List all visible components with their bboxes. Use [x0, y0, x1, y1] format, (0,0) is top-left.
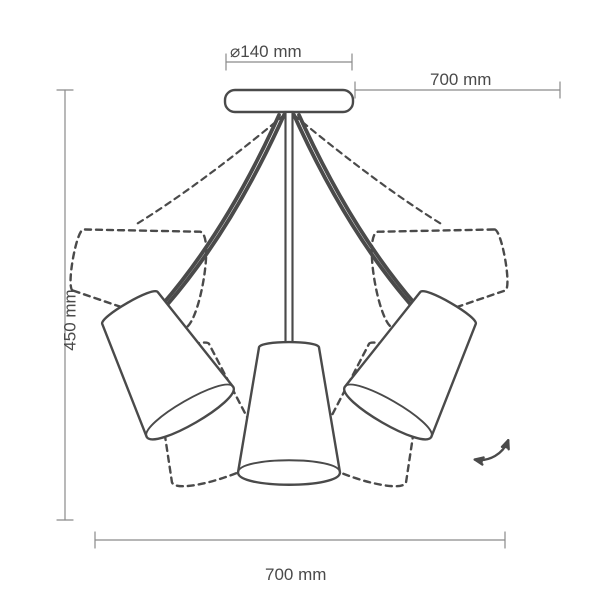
arm-reach-label: 700 mm: [430, 70, 491, 90]
technical-diagram: [0, 0, 599, 600]
height-label: 450 mm: [61, 289, 81, 350]
top-diameter-label: ⌀140 mm: [230, 42, 302, 62]
bottom-width-label: 700 mm: [265, 565, 326, 585]
